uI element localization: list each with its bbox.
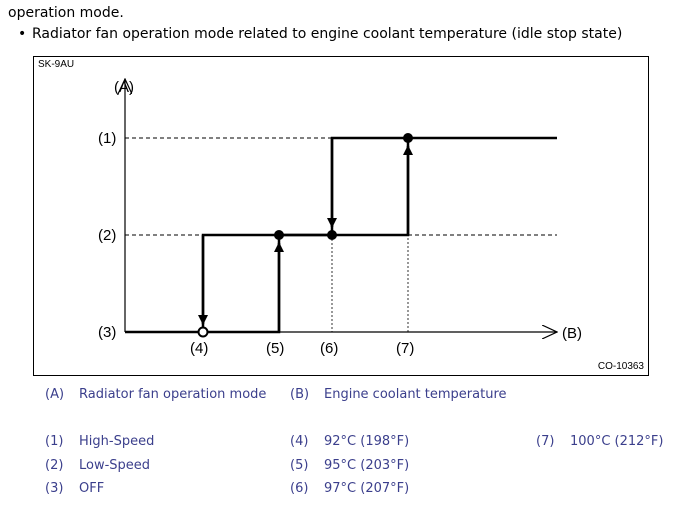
legend-text: OFF (79, 481, 105, 496)
mark-5-label: (5) (266, 340, 284, 357)
legend-text: Engine coolant temperature (324, 387, 507, 402)
legend-text: 97°C (207°F) (324, 481, 410, 496)
bullet-text: Radiator fan operation mode related to e… (32, 26, 623, 42)
mark-6-label: (6) (320, 340, 338, 357)
legend-key: (3) (45, 481, 64, 496)
legend-text: 95°C (203°F) (324, 458, 410, 473)
legend-key: (B) (290, 387, 310, 402)
legend-7: (7) 100°C (212°F) (536, 434, 663, 449)
legend-4: (4) 92°C (198°F) (290, 434, 409, 449)
diagram-figure: SK-9AU (A) (B) (33, 56, 649, 376)
x-axis-label: (B) (562, 325, 582, 342)
mark-7-label: (7) (396, 340, 414, 357)
legend-key: (4) (290, 434, 309, 449)
legend-b: (B) Engine coolant temperature (290, 387, 507, 402)
fan-mode-diagram: (A) (B) (1) (2) (3) (4) (5) (6) (7) (98, 57, 582, 357)
mark-4-label: (4) (190, 340, 208, 357)
legend-2: (2) Low-Speed (45, 458, 150, 473)
legend-key: (1) (45, 434, 64, 449)
level-1-label: (1) (98, 130, 116, 147)
legend-text: Low-Speed (79, 458, 151, 473)
point-open-4 (197, 326, 209, 338)
legend-text: Radiator fan operation mode (79, 387, 267, 402)
intro-text: operation mode. (8, 5, 124, 21)
figure-id: SK-9AU (38, 59, 75, 70)
y-axis-label: (A) (114, 79, 134, 96)
legend-6: (6) 97°C (207°F) (290, 481, 409, 496)
legend-1: (1) High-Speed (45, 434, 154, 449)
legend-text: 92°C (198°F) (324, 434, 410, 449)
legend-text: High-Speed (79, 434, 155, 449)
legend-5: (5) 95°C (203°F) (290, 458, 409, 473)
bullet-item: • Radiator fan operation mode related to … (18, 26, 622, 42)
figure-code: CO-10363 (597, 361, 644, 372)
legend-key: (7) (536, 434, 555, 449)
legend-key: (A) (45, 387, 65, 402)
level-2-label: (2) (98, 227, 116, 244)
legend-a: (A) Radiator fan operation mode (45, 387, 266, 402)
legend-key: (2) (45, 458, 64, 473)
legend-3: (3) OFF (45, 481, 104, 496)
legend-key: (5) (290, 458, 309, 473)
level-3-label: (3) (98, 324, 116, 341)
legend-text: 100°C (212°F) (570, 434, 664, 449)
legend-key: (6) (290, 481, 309, 496)
point-7 (403, 133, 413, 143)
point-6 (327, 230, 337, 240)
bullet-icon: • (18, 26, 27, 42)
decreasing-path (125, 136, 557, 334)
point-5 (274, 230, 284, 240)
